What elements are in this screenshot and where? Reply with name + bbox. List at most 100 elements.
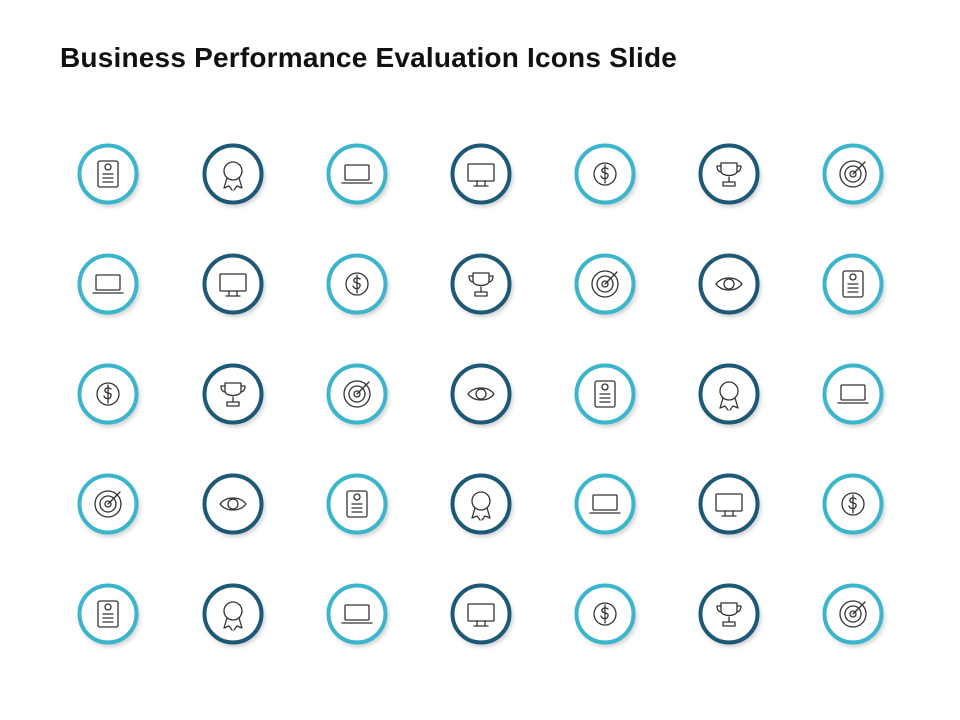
icon: [822, 583, 884, 645]
glyph: [227, 498, 239, 510]
glyph: [599, 393, 611, 403]
icon: [202, 583, 264, 645]
icon: [822, 253, 884, 315]
glyph: [104, 163, 112, 171]
glyph: [467, 603, 495, 622]
glyph: [844, 605, 862, 623]
glyph: [596, 275, 614, 293]
glyph: [600, 604, 609, 624]
glyph: [848, 494, 857, 514]
icon: [450, 473, 512, 535]
glyph: [99, 495, 117, 513]
glyph: [104, 500, 112, 508]
icon-ring: [202, 363, 264, 425]
icon: [326, 363, 388, 425]
glyph: [345, 272, 369, 296]
glyph: [348, 385, 366, 403]
icon: [574, 253, 636, 315]
icon-ring: [202, 143, 264, 205]
glyph: [223, 177, 243, 191]
icon: [77, 473, 139, 535]
glyph: [220, 382, 246, 407]
glyph: [723, 278, 735, 290]
icon: [326, 473, 388, 535]
icon: [574, 473, 636, 535]
glyph: [840, 384, 866, 401]
icon: [698, 583, 760, 645]
icon-ring: [202, 253, 264, 315]
glyph: [601, 280, 609, 288]
slide-title: Business Performance Evaluation Icons Sl…: [60, 42, 678, 73]
icon: [698, 363, 760, 425]
icon-ring: [326, 143, 388, 205]
glyph: [849, 273, 857, 281]
glyph: [473, 620, 489, 627]
glyph: [591, 270, 619, 298]
icon: [326, 253, 388, 315]
glyph: [467, 163, 495, 182]
icon: [202, 363, 264, 425]
glyph: [102, 173, 114, 183]
icon: [77, 583, 139, 645]
icon-ring: [822, 363, 884, 425]
glyph: [852, 161, 866, 175]
icon: [574, 583, 636, 645]
glyph: [593, 602, 617, 626]
icon: [698, 473, 760, 535]
icon-ring: [77, 253, 139, 315]
glyph: [844, 165, 862, 183]
glyph: [852, 601, 866, 615]
glyph: [219, 273, 247, 292]
glyph: [223, 617, 243, 631]
glyph: [721, 510, 737, 517]
glyph: [473, 180, 489, 187]
glyph: [715, 277, 743, 291]
glyph: [592, 494, 618, 511]
glyph: [219, 497, 247, 511]
icon-ring: [450, 363, 512, 425]
icon: [450, 583, 512, 645]
glyph: [353, 493, 361, 501]
glyph: [344, 604, 370, 621]
icon: [822, 473, 884, 535]
glyph: [343, 380, 371, 408]
icon: [574, 143, 636, 205]
icon: [77, 143, 139, 205]
glyph: [841, 492, 865, 516]
icon-ring: [450, 583, 512, 645]
glyph: [351, 503, 363, 513]
glyph: [97, 600, 119, 628]
icon: [326, 583, 388, 645]
glyph: [719, 397, 739, 411]
glyph: [346, 490, 368, 518]
glyph: [594, 380, 616, 408]
glyph: [102, 613, 114, 623]
icon-ring: [698, 583, 760, 645]
glyph: [95, 274, 121, 291]
glyph: [839, 600, 867, 628]
glyph: [475, 388, 487, 400]
icon: [202, 473, 264, 535]
glyph: [600, 164, 609, 184]
glyph: [471, 491, 491, 511]
glyph: [719, 381, 739, 401]
glyph: [471, 507, 491, 521]
icon: [822, 363, 884, 425]
icon: [450, 363, 512, 425]
glyph: [593, 162, 617, 186]
icon: [574, 363, 636, 425]
glyph: [104, 603, 112, 611]
glyph: [839, 160, 867, 188]
glyph: [352, 274, 361, 294]
icon: [450, 143, 512, 205]
icon-ring: [450, 253, 512, 315]
glyph: [716, 602, 742, 627]
glyph: [107, 491, 121, 505]
icon: [202, 253, 264, 315]
icon: [698, 253, 760, 315]
icon: [77, 253, 139, 315]
glyph: [353, 390, 361, 398]
glyph: [715, 493, 743, 512]
icon-ring: [574, 473, 636, 535]
